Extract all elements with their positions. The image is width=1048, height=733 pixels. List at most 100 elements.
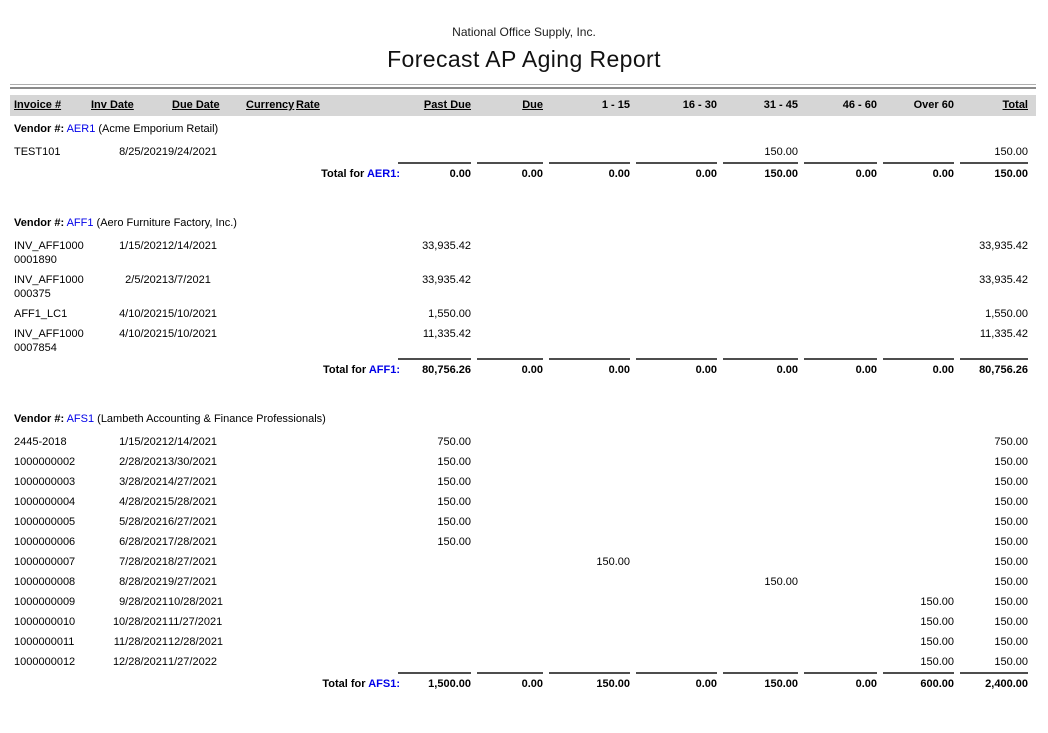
cell-46-60 [798, 552, 877, 572]
cell-inv-date: 10/28/2021 [112, 616, 168, 628]
cell-46-60 [798, 304, 877, 324]
cell-past-due: 150.00 [437, 516, 471, 528]
cell-46-60 [798, 142, 877, 162]
cell-inv-date: 1/15/2021 [119, 240, 168, 252]
cell-currency [246, 236, 296, 270]
col-header-inv-date[interactable]: Inv Date [91, 99, 134, 111]
invoice-row: 1000000010 10/28/2021 11/27/2021 150.00 … [14, 612, 1028, 632]
cell-due-date: 9/27/2021 [168, 576, 217, 588]
cell-46-60 [798, 236, 877, 270]
table-header-row: Invoice # Inv Date Due Date Currency Rat… [14, 98, 1036, 112]
cell-currency [246, 572, 296, 592]
cell-1-15 [543, 512, 630, 532]
cell-46-60 [798, 612, 877, 632]
cell-inv-date: 7/28/2021 [119, 556, 168, 568]
col-header-46-60: 46 - 60 [842, 99, 877, 111]
col-header-past-due[interactable]: Past Due [423, 99, 471, 111]
cell-over-60 [877, 304, 954, 324]
cell-1-15 [543, 572, 630, 592]
cell-total: 750.00 [994, 436, 1028, 448]
cell-rate [296, 512, 340, 532]
vendor-total-code-link[interactable]: AER1: [366, 168, 400, 180]
cell-due [471, 652, 543, 672]
vendor-total-code-link[interactable]: AFS1: [368, 678, 400, 690]
total-total-value: 2,400.00 [960, 672, 1028, 691]
cell-past-due: 33,935.42 [422, 240, 471, 252]
col-header-currency[interactable]: Currency [246, 99, 295, 111]
cell-31-45 [717, 432, 798, 452]
cell-invoice-number: INV_AFF1000 000375 [14, 274, 84, 300]
cell-currency [246, 432, 296, 452]
invoice-row: INV_AFF1000 000375 2/5/2021 3/7/2021 33,… [14, 270, 1028, 304]
vendor-code-link[interactable]: AFS1 [66, 413, 95, 425]
cell-16-30 [630, 472, 717, 492]
cell-over-60 [877, 142, 954, 162]
cell-due-date: 2/14/2021 [168, 436, 217, 448]
invoice-row: 1000000002 2/28/2021 3/30/2021 150.00 15… [14, 452, 1028, 472]
cell-due [471, 612, 543, 632]
cell-past-due [340, 592, 471, 612]
cell-total: 150.00 [994, 556, 1028, 568]
cell-1-15 [543, 236, 630, 270]
invoice-row: 1000000004 4/28/2021 5/28/2021 150.00 15… [14, 492, 1028, 512]
vendor-code-link[interactable]: AFF1 [66, 217, 94, 229]
cell-due-date: 4/27/2021 [168, 476, 217, 488]
vendor-total-code-link[interactable]: AFF1: [368, 364, 400, 376]
total-total-value: 150.00 [960, 162, 1028, 181]
cell-invoice-number: 1000000002 [14, 456, 76, 468]
col-header-invoice[interactable]: Invoice # [14, 99, 62, 111]
cell-invoice-number: 1000000007 [14, 556, 76, 568]
cell-total: 1,550.00 [985, 308, 1028, 320]
invoice-row: 1000000008 8/28/2021 9/27/2021 150.00 15… [14, 572, 1028, 592]
cell-currency [246, 552, 296, 572]
cell-31-45 [717, 552, 798, 572]
col-header-due-date[interactable]: Due Date [172, 99, 220, 111]
cell-over-60 [877, 572, 954, 592]
cell-currency [246, 652, 296, 672]
cell-inv-date: 6/28/2021 [119, 536, 168, 548]
cell-total: 33,935.42 [979, 274, 1028, 286]
title-divider [10, 84, 1036, 89]
total-16-30-value: 0.00 [636, 358, 717, 377]
cell-46-60 [798, 532, 877, 552]
cell-1-15 [543, 592, 630, 612]
cell-46-60 [798, 432, 877, 452]
cell-invoice-number: AFF1_LC1 [14, 308, 68, 320]
total-over-60-value: 0.00 [883, 358, 954, 377]
cell-due-date: 9/24/2021 [168, 146, 217, 158]
vendor-name: (Acme Emporium Retail) [98, 123, 219, 135]
cell-16-30 [630, 324, 717, 358]
col-header-rate[interactable]: Rate [296, 99, 320, 111]
vendor-code-link[interactable]: AER1 [66, 123, 96, 135]
cell-16-30 [630, 572, 717, 592]
cell-currency [246, 632, 296, 652]
cell-1-15 [543, 452, 630, 472]
col-header-due[interactable]: Due [522, 99, 543, 111]
cell-over-60 [877, 492, 954, 512]
cell-currency [246, 532, 296, 552]
cell-past-due: 750.00 [437, 436, 471, 448]
cell-due-date: 1/27/2022 [168, 656, 217, 668]
cell-16-30 [630, 236, 717, 270]
cell-31-45 [717, 652, 798, 672]
cell-due [471, 512, 543, 532]
cell-over-60 [877, 236, 954, 270]
vendor-total-row: Total for AER1: 0.00 0.00 0.00 0.00 150.… [14, 162, 1028, 182]
vendor-number-label: Vendor #: [14, 413, 65, 425]
col-header-total[interactable]: Total [1002, 99, 1028, 111]
cell-past-due: 150.00 [437, 476, 471, 488]
cell-1-15 [543, 492, 630, 512]
cell-past-due [340, 142, 471, 162]
cell-over-60 [877, 452, 954, 472]
vendor-total-row: Total for AFS1: 1,500.00 0.00 150.00 0.0… [14, 672, 1028, 692]
invoice-row: 1000000009 9/28/2021 10/28/2021 150.00 1… [14, 592, 1028, 612]
cell-46-60 [798, 324, 877, 358]
cell-invoice-number: INV_AFF1000 0001890 [14, 240, 84, 266]
total-46-60-value: 0.00 [804, 672, 877, 691]
cell-due-date: 12/28/2021 [168, 636, 224, 648]
cell-due [471, 236, 543, 270]
cell-46-60 [798, 632, 877, 652]
cell-1-15 [543, 324, 630, 358]
cell-invoice-number: 1000000009 [14, 596, 76, 608]
cell-over-60: 150.00 [920, 596, 954, 608]
